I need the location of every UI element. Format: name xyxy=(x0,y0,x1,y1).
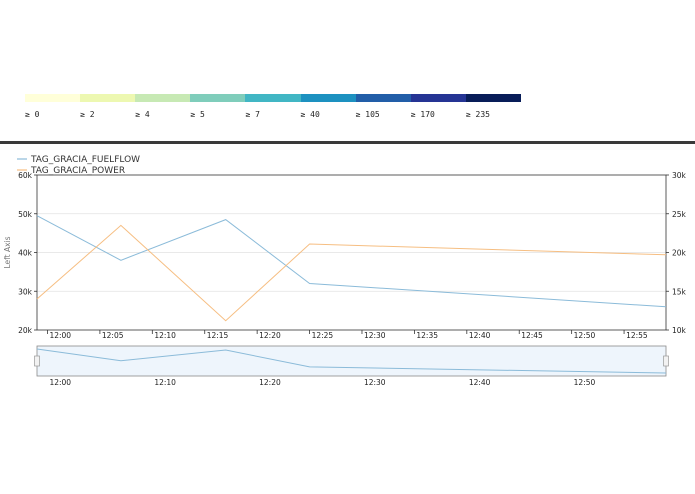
x-tick-label: 12:55 xyxy=(626,331,648,340)
range-navigator[interactable]: 12:00 12:10 12:20 12:30 12:40 12:50 xyxy=(34,345,669,387)
y-left-axis-title: Left Axis xyxy=(3,236,12,268)
color-scale-labels: ≥ 0 ≥ 2 ≥ 4 ≥ 5 ≥ 7 ≥ 40 ≥ 105 ≥ 170 ≥ 235 xyxy=(25,110,521,122)
color-scale-label: ≥ 170 xyxy=(410,110,435,119)
color-scale-label: ≥ 2 xyxy=(80,110,95,119)
color-scale-swatch xyxy=(25,94,81,102)
color-scale-label: ≥ 7 xyxy=(245,110,260,119)
color-scale-swatch xyxy=(245,94,301,102)
legend-entry[interactable]: TAG_GRACIA_FUELFLOW xyxy=(30,155,140,165)
y-left-tick-label: 60k xyxy=(18,171,33,180)
color-scale-label: ≥ 40 xyxy=(300,110,320,119)
color-scale-swatch xyxy=(300,94,356,102)
series-layer xyxy=(36,215,667,322)
color-scale-bar xyxy=(25,94,521,102)
x-tick-label: 12:15 xyxy=(207,331,229,340)
x-tick-label: 12:00 xyxy=(49,331,71,340)
chart-grid xyxy=(37,213,666,292)
y-right-tick-label: 10k xyxy=(672,326,687,335)
color-scale-swatch xyxy=(80,94,136,102)
y-left-tick-label: 30k xyxy=(18,287,33,296)
color-scale-swatch xyxy=(190,94,246,102)
section-divider xyxy=(0,141,695,144)
navigator-handle[interactable] xyxy=(34,355,40,367)
navigator-tick-label: 12:10 xyxy=(154,378,176,387)
x-tick-label: 12:25 xyxy=(312,331,334,340)
navigator-tick-label: 12:50 xyxy=(574,378,596,387)
y-left-tick-label: 40k xyxy=(18,249,33,258)
color-scale-label: ≥ 5 xyxy=(190,110,205,119)
x-tick-label: 12:45 xyxy=(521,331,543,340)
x-tick-label: 12:10 xyxy=(154,331,176,340)
y-right-tick-label: 30k xyxy=(672,171,687,180)
color-scale-swatch xyxy=(355,94,411,102)
color-scale-label: ≥ 0 xyxy=(25,110,40,119)
y-right-tick-label: 15k xyxy=(672,287,687,296)
legend-entry[interactable]: TAG_GRACIA_POWER xyxy=(30,166,125,176)
color-scale-swatch xyxy=(410,94,466,102)
y-left-tick-label: 20k xyxy=(18,326,33,335)
y-right-tick-label: 20k xyxy=(672,249,687,258)
x-tick-label: 12:05 xyxy=(102,331,124,340)
x-tick-label: 12:30 xyxy=(364,331,386,340)
navigator-tick-label: 12:30 xyxy=(364,378,386,387)
x-tick-label: 12:50 xyxy=(574,331,596,340)
color-scale-label: ≥ 235 xyxy=(465,110,490,119)
x-tick-label: 12:40 xyxy=(469,331,491,340)
navigator-series-line xyxy=(36,348,667,374)
y-right-tick-label: 25k xyxy=(672,210,687,219)
navigator-tick-label: 12:20 xyxy=(259,378,281,387)
navigator-tick-label: 12:00 xyxy=(49,378,71,387)
color-scale-label: ≥ 105 xyxy=(355,110,380,119)
series-line xyxy=(36,215,667,308)
x-tick-label: 12:20 xyxy=(259,331,281,340)
left-y-axis: 60k 50k 40k 30k 20k Left Axis xyxy=(3,171,37,335)
color-scale-swatch xyxy=(465,94,521,102)
y-left-tick-label: 50k xyxy=(18,210,33,219)
navigator-handle[interactable] xyxy=(663,355,669,367)
color-scale-swatch xyxy=(135,94,191,102)
color-scale-label: ≥ 4 xyxy=(135,110,150,119)
right-y-axis: 30k 25k 20k 15k 10k xyxy=(666,171,687,335)
series-line xyxy=(36,224,667,322)
x-axis: 12:00 12:05 12:10 12:15 12:20 12:25 12:30 12:35… xyxy=(47,330,648,340)
x-tick-label: 12:35 xyxy=(416,331,438,340)
navigator-tick-label: 12:40 xyxy=(469,378,491,387)
